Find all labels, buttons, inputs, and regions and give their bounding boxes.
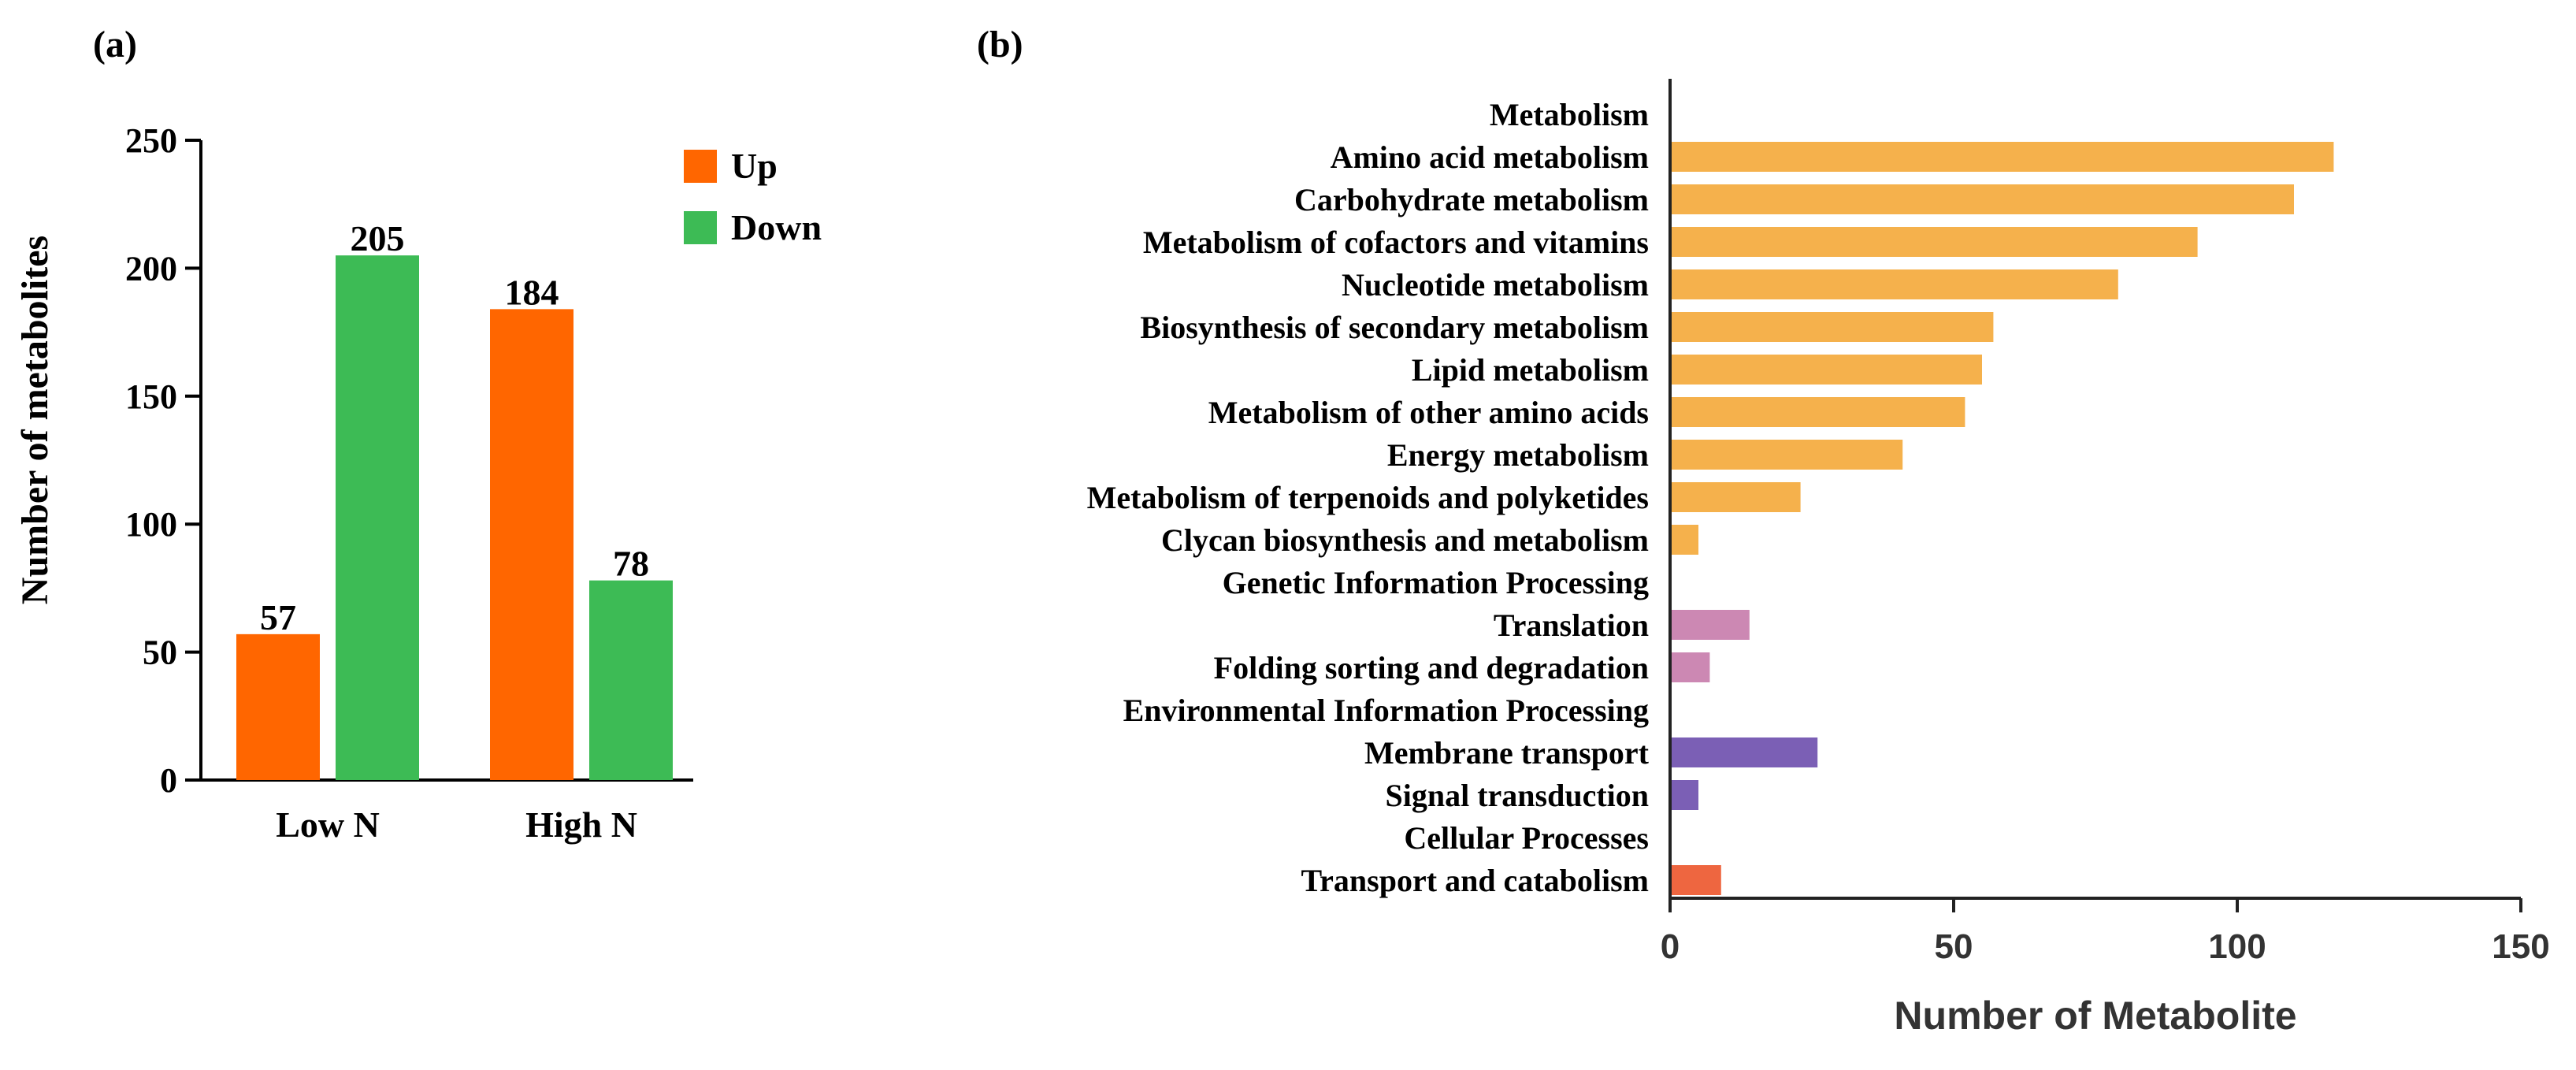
chart-b-category-label: Genetic Information Processing xyxy=(1223,565,1649,600)
chart-a-ytick-label: 150 xyxy=(125,377,177,416)
chart-a-data-label: 184 xyxy=(505,272,559,312)
chart-b-bar xyxy=(1672,184,2294,214)
chart-a-data-label: 57 xyxy=(260,597,296,637)
chart-b-bar xyxy=(1672,525,1698,555)
chart-a-ytick-label: 0 xyxy=(160,761,177,800)
chart-a-category-label: High N xyxy=(525,804,637,845)
chart-b-bar xyxy=(1672,482,1801,512)
chart-b-category-label: Lipid metabolism xyxy=(1412,352,1649,388)
chart-b-xtick-label: 150 xyxy=(2492,927,2549,966)
chart-a-bar-down xyxy=(336,255,419,780)
chart-b-bar xyxy=(1672,865,1721,895)
chart-b-category-label: Metabolism of other amino acids xyxy=(1208,395,1649,430)
chart-a-ytick-label: 250 xyxy=(125,121,177,160)
chart-b-category-label: Membrane transport xyxy=(1364,735,1650,771)
chart-b-bar xyxy=(1672,142,2334,172)
chart-a-ytick-label: 200 xyxy=(125,249,177,288)
chart-b-category-label: Metabolism xyxy=(1490,97,1649,132)
chart-b-bar xyxy=(1672,610,1750,640)
chart-b-bar xyxy=(1672,269,2118,299)
chart-b-category-label: Carbohydrate metabolism xyxy=(1294,182,1649,217)
chart-b-xlabel: Number of Metabolite xyxy=(1894,994,2296,1038)
chart-a-ytick-label: 50 xyxy=(143,633,177,672)
chart-b-bar xyxy=(1672,780,1698,810)
chart-b-xtick-label: 100 xyxy=(2208,927,2266,966)
chart-b-bar xyxy=(1672,737,1818,767)
chart-b-category-label: Cellular Processes xyxy=(1404,820,1649,856)
chart-b-category-label: Translation xyxy=(1494,607,1649,643)
chart-b-category-label: Amino acid metabolism xyxy=(1331,139,1649,175)
chart-b-category-label: Clycan biosynthesis and metabolism xyxy=(1161,522,1649,558)
chart-a-legend-label: Up xyxy=(731,146,778,186)
chart-a-ytick-label: 100 xyxy=(125,505,177,544)
chart-b-bar xyxy=(1672,355,1982,385)
panel-b-label: (b) xyxy=(977,24,1023,65)
chart-b-bar xyxy=(1672,440,1903,470)
chart-b-category-label: Folding sorting and degradation xyxy=(1214,650,1649,685)
chart-a-legend-swatch xyxy=(684,150,717,183)
chart-b: 0 50 100 150 Metabolism Amino acid metabolis… xyxy=(1087,79,2550,1038)
chart-b-category-label: Nucleotide metabolism xyxy=(1342,267,1649,303)
chart-b-category-label: Transport and catabolism xyxy=(1301,863,1649,898)
panel-a-label: (a) xyxy=(93,24,137,65)
chart-a-category-label: Low N xyxy=(276,804,380,845)
chart-a-ylabel: Number of metabolites xyxy=(14,236,56,604)
chart-a-data-label: 205 xyxy=(351,218,405,258)
chart-b-bar xyxy=(1672,227,2198,257)
chart-b-bar xyxy=(1672,397,1965,427)
chart-a-data-label: 78 xyxy=(613,544,649,584)
chart-a-legend-label: Down xyxy=(731,207,822,247)
chart-b-xtick-label: 0 xyxy=(1661,927,1680,966)
chart-b-category-label: Energy metabolism xyxy=(1387,437,1649,473)
chart-a-bar-down xyxy=(589,580,673,780)
chart-b-category-label: Metabolism of cofactors and vitamins xyxy=(1143,225,1649,260)
chart-a-bar-up xyxy=(490,309,573,780)
chart-a-legend-swatch xyxy=(684,211,717,244)
chart-b-category-label: Environmental Information Processing xyxy=(1123,693,1649,728)
chart-b-category-label: Biosynthesis of secondary metabolism xyxy=(1140,310,1649,345)
chart-b-xtick-label: 50 xyxy=(1935,927,1973,966)
chart-b-category-label: Metabolism of terpenoids and polyketides xyxy=(1087,480,1649,515)
chart-a: Number of metabolites 0 50 100 150 200 250 57… xyxy=(14,121,822,845)
chart-a-bar-up xyxy=(236,633,320,780)
chart-b-category-label: Signal transduction xyxy=(1385,778,1649,813)
chart-b-bar xyxy=(1672,312,1994,342)
chart-b-bar xyxy=(1672,652,1710,682)
chart-a-legend: Up Down xyxy=(684,146,822,247)
